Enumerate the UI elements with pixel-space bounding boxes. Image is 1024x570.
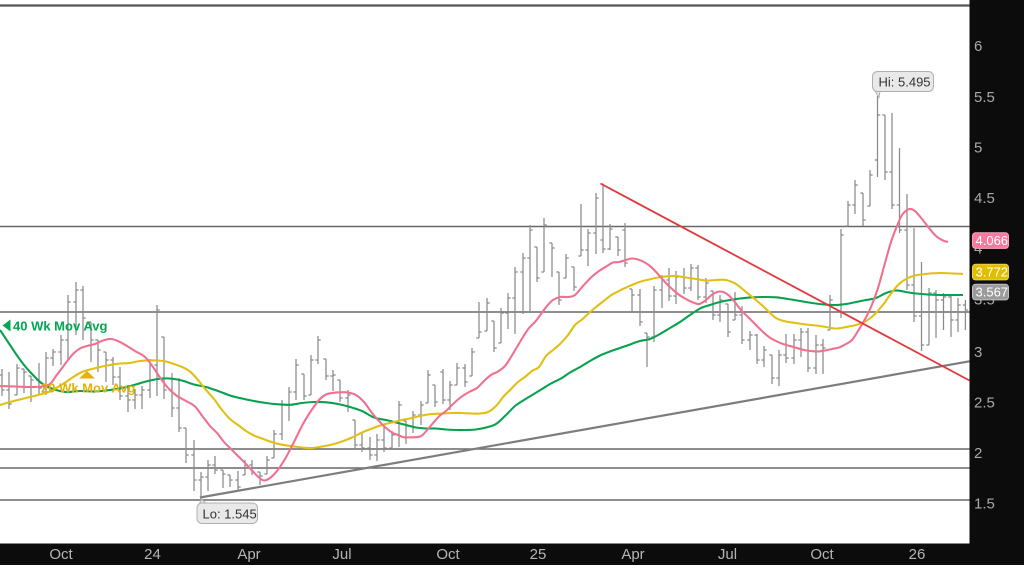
- svg-text:3: 3: [974, 344, 982, 361]
- svg-text:Lo: 1.545: Lo: 1.545: [203, 507, 257, 522]
- svg-text:2.5: 2.5: [974, 395, 995, 412]
- svg-text:1.5: 1.5: [974, 496, 995, 513]
- svg-text:Hi: 5.495: Hi: 5.495: [879, 75, 931, 90]
- svg-text:Apr: Apr: [621, 546, 644, 563]
- svg-text:24: 24: [144, 546, 161, 563]
- svg-text:Apr: Apr: [237, 546, 260, 563]
- svg-text:Jul: Jul: [718, 546, 737, 563]
- svg-text:Oct: Oct: [810, 546, 834, 563]
- svg-text:40 Wk Mov Avg: 40 Wk Mov Avg: [13, 319, 107, 334]
- svg-text:25: 25: [530, 546, 547, 563]
- svg-text:Oct: Oct: [49, 546, 73, 563]
- svg-text:3.772: 3.772: [976, 265, 1009, 280]
- svg-text:Jul: Jul: [332, 546, 351, 563]
- svg-text:20 Wk Mov Avg: 20 Wk Mov Avg: [41, 381, 135, 396]
- svg-text:3.567: 3.567: [976, 285, 1009, 300]
- svg-text:Oct: Oct: [436, 546, 460, 563]
- svg-text:5.5: 5.5: [974, 89, 995, 106]
- svg-text:5: 5: [974, 140, 982, 157]
- svg-text:4.066: 4.066: [976, 233, 1009, 248]
- svg-text:6: 6: [974, 38, 982, 55]
- svg-text:4.5: 4.5: [974, 190, 995, 207]
- svg-text:26: 26: [909, 546, 926, 563]
- svg-text:2: 2: [974, 445, 982, 462]
